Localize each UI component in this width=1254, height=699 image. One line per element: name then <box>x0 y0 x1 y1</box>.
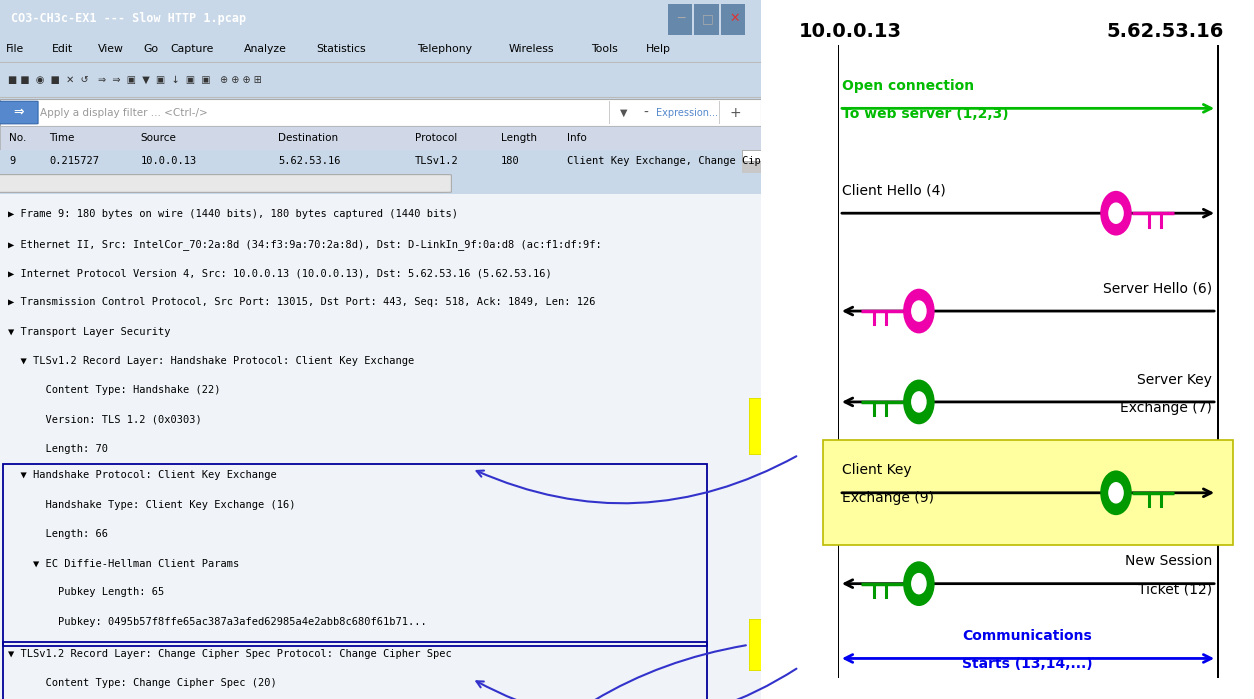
Text: ▶ Internet Protocol Version 4, Src: 10.0.0.13 (10.0.0.13), Dst: 5.62.53.16 (5.62: ▶ Internet Protocol Version 4, Src: 10.0… <box>8 268 552 278</box>
Circle shape <box>1100 470 1132 515</box>
Text: ▼ TLSv1.2 Record Layer: Change Cipher Spec Protocol: Change Cipher Spec: ▼ TLSv1.2 Record Layer: Change Cipher Sp… <box>8 649 451 658</box>
Text: Exchange (7): Exchange (7) <box>1120 401 1213 415</box>
Bar <box>667 3 692 34</box>
Circle shape <box>912 301 925 321</box>
Text: Encrypted Handshake
Message: Encrypted Handshake Message <box>769 628 923 656</box>
Text: Content Type: Handshake (22): Content Type: Handshake (22) <box>8 385 221 395</box>
Text: Analyze: Analyze <box>243 45 286 55</box>
Text: Statistics: Statistics <box>317 45 366 55</box>
Circle shape <box>903 380 934 424</box>
Text: Go: Go <box>143 45 158 55</box>
Circle shape <box>903 561 934 606</box>
Text: To web server (1,2,3): To web server (1,2,3) <box>843 107 1009 121</box>
Text: Pubkey: 0495b57f8ffe65ac387a3afed62985a4e2abb8c680f61b71...: Pubkey: 0495b57f8ffe65ac387a3afed62985a4… <box>8 617 426 627</box>
Text: ▼ Transport Layer Security: ▼ Transport Layer Security <box>8 326 171 336</box>
Circle shape <box>1100 191 1132 236</box>
FancyBboxPatch shape <box>0 175 451 192</box>
Text: Communications: Communications <box>962 629 1092 643</box>
Circle shape <box>912 392 925 412</box>
Text: Expression...: Expression... <box>656 108 719 117</box>
Text: Length: 70: Length: 70 <box>8 444 108 454</box>
Text: Server Key: Server Key <box>1137 373 1213 387</box>
Text: File: File <box>6 45 24 55</box>
Text: ■ ■  ◉  ■  ✕  ↺   ⇒  ⇒  ▣  ▼  ▣  ↓  ▣  ▣   ⊕ ⊕ ⊕ ⊞: ■ ■ ◉ ■ ✕ ↺ ⇒ ⇒ ▣ ▼ ▣ ↓ ▣ ▣ ⊕ ⊕ ⊕ ⊞ <box>8 74 262 85</box>
Bar <box>3 464 707 646</box>
Text: Help: Help <box>646 45 671 55</box>
Text: Change Cipher Spec: Change Cipher Spec <box>775 642 917 656</box>
Text: 10.0.0.13: 10.0.0.13 <box>799 22 902 41</box>
Text: ▶ Ethernet II, Src: IntelCor_70:2a:8d (34:f3:9a:70:2a:8d), Dst: D-LinkIn_9f:0a:d: ▶ Ethernet II, Src: IntelCor_70:2a:8d (3… <box>8 239 602 250</box>
Bar <box>3 642 707 699</box>
Text: Protocol: Protocol <box>415 133 458 143</box>
Text: Apply a display filter ... <Ctrl-/>: Apply a display filter ... <Ctrl-/> <box>40 108 207 117</box>
Text: Pubkey Length: 65: Pubkey Length: 65 <box>8 587 164 598</box>
Text: Content Type: Change Cipher Spec (20): Content Type: Change Cipher Spec (20) <box>8 678 276 688</box>
Text: Time: Time <box>49 133 75 143</box>
Circle shape <box>903 289 934 333</box>
Text: Client Key: Client Key <box>843 463 912 477</box>
Text: ▼ TLSv1.2 Record Layer: Handshake Protocol: Client Key Exchange: ▼ TLSv1.2 Record Layer: Handshake Protoc… <box>8 356 414 366</box>
Text: Telephony: Telephony <box>418 45 472 55</box>
Text: View: View <box>98 45 123 55</box>
Text: 180: 180 <box>500 157 519 166</box>
Text: Length: 66: Length: 66 <box>8 529 108 539</box>
Text: 10.0.0.13: 10.0.0.13 <box>140 157 197 166</box>
Text: Client Hello (4): Client Hello (4) <box>843 184 947 198</box>
Text: Wireless: Wireless <box>508 45 554 55</box>
Text: Public key sent by
the client: Public key sent by the client <box>782 410 909 438</box>
Text: Source: Source <box>140 133 177 143</box>
Text: TLSv1.2: TLSv1.2 <box>415 157 459 166</box>
Bar <box>721 3 745 34</box>
Text: 5.62.53.16: 5.62.53.16 <box>278 157 340 166</box>
Text: ▶ Transmission Control Protocol, Src Port: 13015, Dst Port: 443, Seq: 518, Ack: : ▶ Transmission Control Protocol, Src Por… <box>8 297 596 308</box>
Circle shape <box>912 574 925 593</box>
Bar <box>838 45 839 678</box>
Bar <box>742 150 761 173</box>
Text: 5.62.53.16: 5.62.53.16 <box>1106 22 1224 41</box>
Text: Length: Length <box>500 133 537 143</box>
Text: Starts (13,14,...): Starts (13,14,...) <box>962 657 1092 671</box>
Text: Server Hello (6): Server Hello (6) <box>1104 282 1213 296</box>
Text: Ticket (12): Ticket (12) <box>1137 582 1213 596</box>
Text: ✕: ✕ <box>730 12 740 25</box>
FancyBboxPatch shape <box>0 101 38 124</box>
Circle shape <box>1109 203 1124 223</box>
Text: Capture: Capture <box>171 45 214 55</box>
Text: Exchange (9): Exchange (9) <box>843 491 934 505</box>
Text: CO3-CH3c-EX1 --- Slow HTTP 1.pcap: CO3-CH3c-EX1 --- Slow HTTP 1.pcap <box>11 12 247 25</box>
Bar <box>695 3 719 34</box>
Bar <box>823 440 1233 545</box>
Text: Destination: Destination <box>278 133 339 143</box>
Text: 0.215727: 0.215727 <box>49 157 99 166</box>
Text: Open connection: Open connection <box>843 79 974 93</box>
Bar <box>742 150 761 161</box>
Text: ▶ Frame 9: 180 bytes on wire (1440 bits), 180 bytes captured (1440 bits): ▶ Frame 9: 180 bytes on wire (1440 bits)… <box>8 210 458 219</box>
Bar <box>1218 45 1219 678</box>
Text: -: - <box>643 106 648 120</box>
Text: New Session: New Session <box>1125 554 1213 568</box>
Text: Handshake Type: Client Key Exchange (16): Handshake Type: Client Key Exchange (16) <box>8 500 295 510</box>
Text: Client Key Exchange, Change Cipher S…: Client Key Exchange, Change Cipher S… <box>567 157 799 166</box>
Text: +: + <box>730 106 741 120</box>
Text: 9: 9 <box>9 157 15 166</box>
Text: ⇒: ⇒ <box>13 106 24 119</box>
Text: ─: ─ <box>677 12 685 25</box>
Text: ▼ Handshake Protocol: Client Key Exchange: ▼ Handshake Protocol: Client Key Exchang… <box>8 470 276 480</box>
Text: ▼ EC Diffie-Hellman Client Params: ▼ EC Diffie-Hellman Client Params <box>8 559 238 568</box>
Text: □: □ <box>702 12 714 25</box>
Text: Tools: Tools <box>591 45 617 55</box>
Text: No.: No. <box>9 133 26 143</box>
Text: Info: Info <box>567 133 587 143</box>
Text: ▼: ▼ <box>621 108 628 117</box>
Circle shape <box>1109 483 1124 503</box>
Text: Edit: Edit <box>51 45 73 55</box>
Text: Version: TLS 1.2 (0x0303): Version: TLS 1.2 (0x0303) <box>8 415 202 424</box>
